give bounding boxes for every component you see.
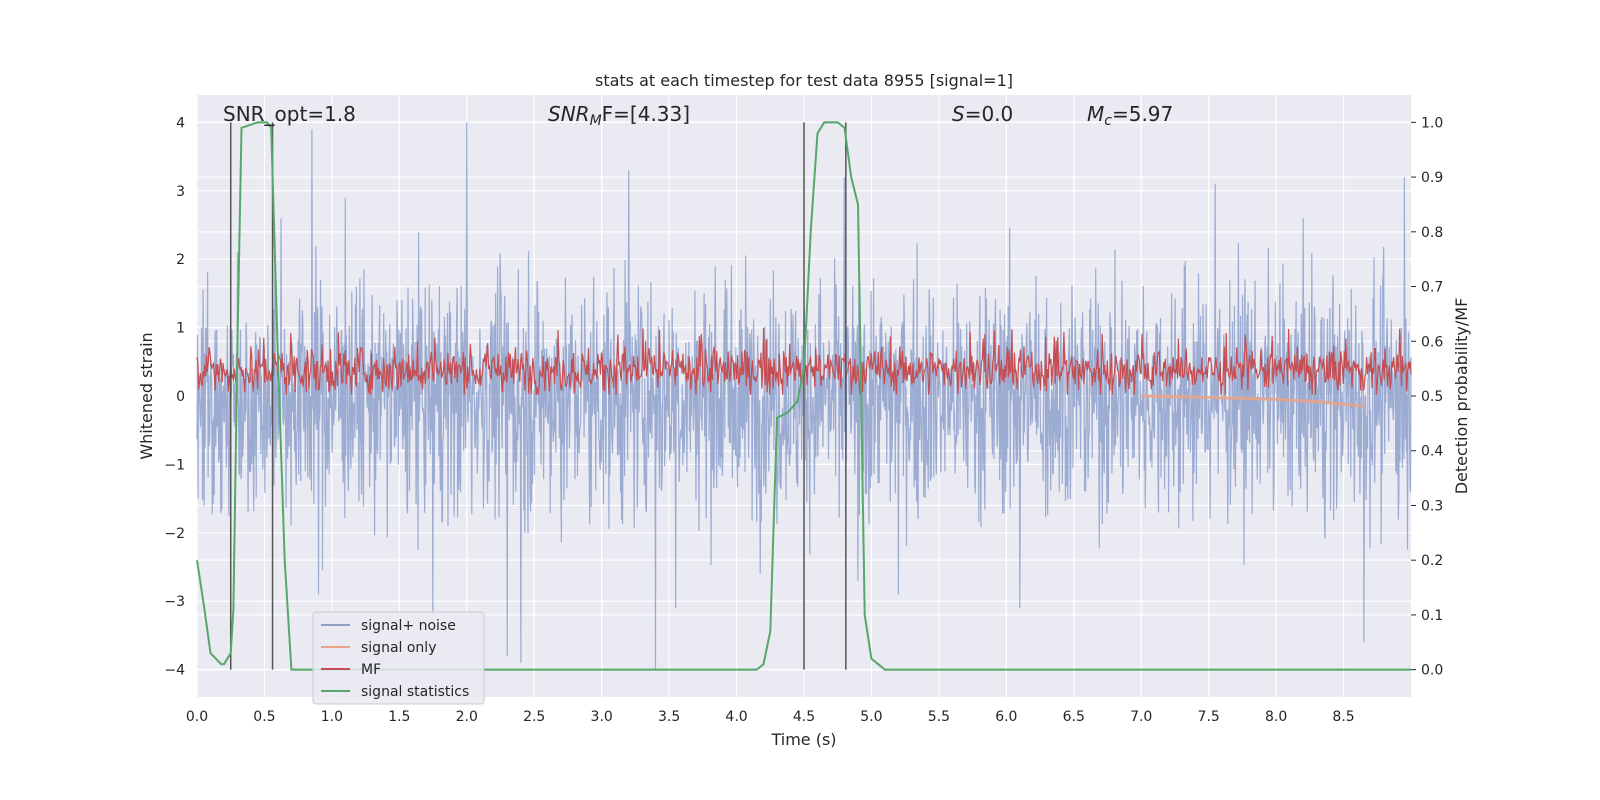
mc-symbol: M bbox=[1087, 102, 1104, 126]
series-signal-only bbox=[1141, 394, 1364, 408]
y-axis-label: Whitened strain bbox=[137, 332, 156, 459]
legend-box bbox=[312, 611, 485, 705]
x-tick-label: 0.0 bbox=[186, 709, 208, 725]
x-tick-label: 6.0 bbox=[995, 709, 1017, 725]
x-axis-label: Time (s) bbox=[770, 730, 836, 749]
snr-mf-rest: F=[4.33] bbox=[602, 102, 690, 126]
x-tick-label: 8.5 bbox=[1332, 709, 1354, 725]
y2-tick-label: 0.4 bbox=[1421, 444, 1443, 460]
y2-tick-label: 0.1 bbox=[1421, 608, 1443, 624]
x-tick-label: 5.5 bbox=[928, 709, 950, 725]
y2-axis-ticks: 1.0 0.9 0.8 0.7 0.6 0.5 0.4 0.3 0.2 0.1 0.0 bbox=[1411, 115, 1443, 679]
x-axis-ticks: 0.0 0.5 1.0 1.5 2.0 2.5 3.0 3.5 4.0 4.5 5.0 5.5 6.0 6… bbox=[186, 709, 1355, 725]
legend: signal+ noise signal only MF signal stat… bbox=[312, 611, 485, 705]
legend-label-signal-only: signal only bbox=[361, 640, 436, 656]
y2-tick-label: 0.3 bbox=[1421, 498, 1443, 514]
series-signal-statistics bbox=[196, 121, 1411, 671]
y2-tick-label: 0.9 bbox=[1421, 170, 1443, 186]
legend-label-signal-statistics: signal statistics bbox=[361, 684, 469, 700]
y-tick-label: −4 bbox=[164, 663, 185, 679]
mc-subscript: c bbox=[1104, 113, 1112, 129]
y-axis-ticks: 4 3 2 1 0 −1 −2 −3 −4 bbox=[164, 115, 185, 678]
y2-tick-label: 0.7 bbox=[1421, 280, 1443, 296]
annotation-mc: Mc=5.97 bbox=[1087, 102, 1173, 129]
y-tick-label: 1 bbox=[176, 321, 185, 337]
y2-tick-label: 0.6 bbox=[1421, 334, 1443, 350]
y-tick-label: 4 bbox=[176, 115, 185, 131]
s-symbol: S bbox=[952, 102, 965, 126]
mc-rest: =5.97 bbox=[1112, 102, 1173, 126]
annotation-snr-opt: SNR_opt=1.8 bbox=[223, 102, 356, 126]
x-tick-label: 3.0 bbox=[591, 709, 613, 725]
y-tick-label: −2 bbox=[164, 526, 185, 542]
x-tick-label: 5.0 bbox=[860, 709, 882, 725]
y-tick-label: −1 bbox=[164, 457, 185, 473]
x-tick-label: 2.5 bbox=[523, 709, 545, 725]
x-tick-label: 1.5 bbox=[388, 709, 410, 725]
x-tick-label: 4.5 bbox=[793, 709, 815, 725]
y-tick-label: 2 bbox=[176, 252, 185, 268]
x-tick-label: 4.0 bbox=[725, 709, 747, 725]
x-tick-label: 6.5 bbox=[1063, 709, 1085, 725]
x-tick-label: 8.0 bbox=[1265, 709, 1287, 725]
y-tick-label: −3 bbox=[164, 594, 185, 610]
x-tick-label: 3.5 bbox=[658, 709, 680, 725]
snr-mf-symbol: SNR bbox=[548, 102, 590, 126]
x-tick-label: 7.5 bbox=[1198, 709, 1220, 725]
y2-tick-label: 1.0 bbox=[1421, 115, 1443, 131]
plot-area bbox=[196, 121, 1412, 671]
y2-axis-label: Detection probability/MF bbox=[1452, 298, 1471, 495]
legend-label-signal-noise: signal+ noise bbox=[361, 618, 456, 634]
s-rest: =0.0 bbox=[965, 102, 1014, 126]
y2-tick-label: 0.5 bbox=[1421, 389, 1443, 405]
x-tick-label: 2.0 bbox=[456, 709, 478, 725]
y2-tick-label: 0.0 bbox=[1421, 663, 1443, 679]
y2-tick-label: 0.2 bbox=[1421, 553, 1443, 569]
chart-title: stats at each timestep for test data 895… bbox=[595, 71, 1013, 90]
annotation-s: S=0.0 bbox=[952, 102, 1013, 126]
x-tick-label: 7.0 bbox=[1130, 709, 1152, 725]
y2-tick-label: 0.8 bbox=[1421, 225, 1443, 241]
y-tick-label: 3 bbox=[176, 184, 185, 200]
x-tick-label: 0.5 bbox=[253, 709, 275, 725]
annotation-snr-mf: SNRMF=[4.33] bbox=[548, 102, 690, 129]
legend-label-mf: MF bbox=[361, 662, 381, 678]
snr-mf-subscript: M bbox=[590, 113, 602, 129]
x-tick-label: 1.0 bbox=[321, 709, 343, 725]
y-tick-label: 0 bbox=[176, 389, 185, 405]
